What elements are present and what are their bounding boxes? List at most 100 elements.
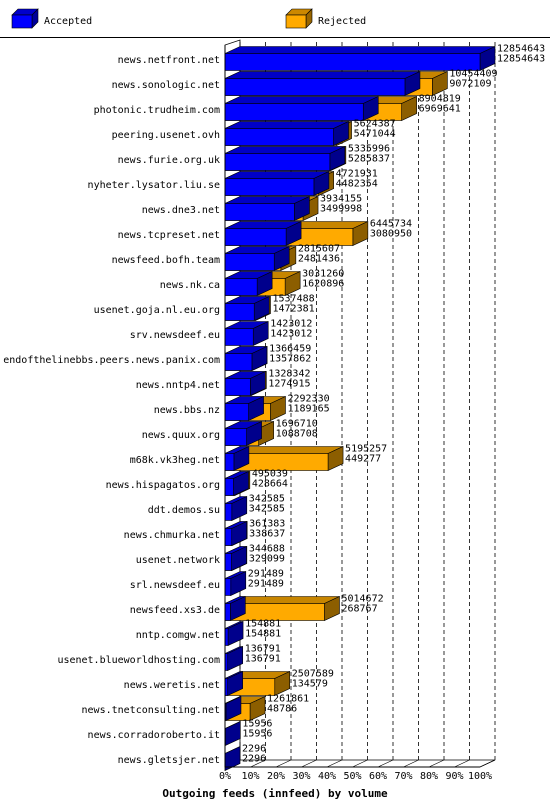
bar-group — [224, 196, 319, 221]
total-value-label: 344688 — [249, 544, 285, 555]
category-label: news.chmurka.net — [124, 530, 220, 541]
bar-group — [224, 71, 448, 96]
floor-line — [479, 759, 496, 768]
category-label: news.sonologic.net — [112, 80, 220, 91]
accepted-bar — [224, 353, 253, 371]
category-label: news.quux.org — [142, 430, 220, 441]
accepted-value-label: 134579 — [292, 679, 328, 690]
accepted-bar — [224, 203, 295, 221]
bar-group — [224, 346, 268, 371]
legend-swatch — [285, 14, 307, 29]
category-label: news.furie.org.uk — [118, 155, 220, 166]
legend-swatch — [11, 14, 33, 29]
accepted-bar — [224, 553, 232, 571]
accepted-bar — [224, 253, 275, 271]
category-label: srl.newsdeef.eu — [130, 580, 220, 591]
total-value-label: 5335996 — [348, 144, 390, 155]
category-label: m68k.vk3heg.net — [130, 455, 220, 466]
category-label: news.hispagatos.org — [106, 480, 220, 491]
accepted-value-label: 1620896 — [302, 279, 344, 290]
total-value-label: 4721931 — [336, 169, 378, 180]
accepted-value-label: 1274915 — [268, 379, 310, 390]
floor-line — [428, 759, 445, 768]
accepted-bar — [224, 478, 234, 496]
total-value-label: 1423012 — [270, 319, 312, 330]
total-value-label: 3031260 — [302, 269, 344, 280]
bar-group — [224, 121, 352, 146]
accepted-value-label: 2481436 — [298, 254, 340, 265]
floor-line — [454, 759, 470, 768]
floor-line — [403, 759, 419, 768]
x-tick-label: 50% — [343, 771, 361, 782]
accepted-value-label: 9072109 — [449, 79, 491, 90]
category-label: news.gletsjer.net — [118, 755, 220, 766]
accepted-value-label: 428664 — [252, 479, 288, 490]
accepted-bar — [224, 328, 254, 346]
total-value-label: 5195257 — [345, 444, 387, 455]
accepted-value-label: 5471044 — [354, 129, 396, 140]
accepted-value-label: 48786 — [267, 704, 297, 715]
category-label: ddt.demos.su — [148, 505, 220, 516]
category-label: endofthelinebbs.peers.news.panix.com — [3, 355, 220, 366]
bar-group — [224, 471, 251, 496]
accepted-bar-top — [224, 96, 379, 104]
legend-label: Accepted — [44, 16, 92, 27]
bar-group — [224, 271, 301, 296]
bar-group — [224, 646, 244, 671]
total-value-label: 136791 — [245, 644, 281, 655]
category-label: usenet.goja.nl.eu.org — [94, 305, 220, 316]
total-value-label: 10454409 — [449, 69, 497, 80]
accepted-value-label: 4482354 — [336, 179, 378, 190]
x-tick-label: 10% — [241, 771, 259, 782]
category-label: peering.usenet.ovh — [112, 130, 220, 141]
accepted-value-label: 1357862 — [269, 354, 311, 365]
total-value-label: 342585 — [249, 494, 285, 505]
total-value-label: 3934155 — [320, 194, 362, 205]
accepted-bar — [224, 578, 232, 596]
accepted-value-label: 136791 — [245, 654, 281, 665]
accepted-bar — [224, 453, 235, 471]
accepted-value-label: 291489 — [248, 579, 284, 590]
floor-line — [377, 759, 394, 768]
bar-group — [224, 221, 369, 246]
accepted-bar-top — [224, 146, 345, 154]
accepted-value-label: 338637 — [249, 529, 285, 540]
bar-group — [224, 171, 334, 196]
accepted-value-label: 2296 — [242, 754, 266, 765]
x-tick-label: 0% — [219, 771, 231, 782]
floor-line — [275, 759, 292, 768]
total-value-label: 6445734 — [370, 219, 412, 230]
accepted-bar-top — [224, 46, 496, 54]
category-label: news.dne3.net — [142, 205, 220, 216]
accepted-value-label: 5285837 — [348, 154, 390, 165]
total-value-label: 291489 — [248, 569, 284, 580]
bar-group — [224, 46, 496, 71]
accepted-value-label: 3499998 — [320, 204, 362, 215]
bar-group — [224, 596, 340, 621]
total-value-label: 5624387 — [354, 119, 396, 130]
accepted-bar — [224, 303, 255, 321]
accepted-bar — [224, 503, 233, 521]
accepted-value-label: 15956 — [242, 729, 272, 740]
accepted-value-label: 1423012 — [270, 329, 312, 340]
accepted-value-label: 449277 — [345, 454, 381, 465]
legend: Accepted Rejected — [0, 8, 550, 38]
accepted-value-label: 329099 — [249, 554, 285, 565]
accepted-bar-top — [224, 71, 421, 79]
accepted-bar-top — [224, 171, 330, 179]
plot-area: 0% 10% 20% 30% 40% 50% 60% 70% 80% 90% 100% news.ne… — [3, 39, 545, 782]
category-label: news.bbs.nz — [154, 405, 220, 416]
x-tick-label: 70% — [394, 771, 412, 782]
legend-label: Rejected — [318, 16, 366, 27]
bar-group — [224, 446, 344, 471]
bar-group — [224, 696, 266, 721]
bar-group — [224, 371, 267, 396]
category-label: news.nntp4.net — [136, 380, 220, 391]
total-value-label: 1537488 — [272, 294, 314, 305]
bar-group — [224, 671, 291, 696]
bar-group — [224, 246, 297, 271]
bar-group — [224, 421, 274, 446]
accepted-bar — [224, 228, 287, 246]
accepted-value-label: 12854643 — [497, 54, 545, 65]
